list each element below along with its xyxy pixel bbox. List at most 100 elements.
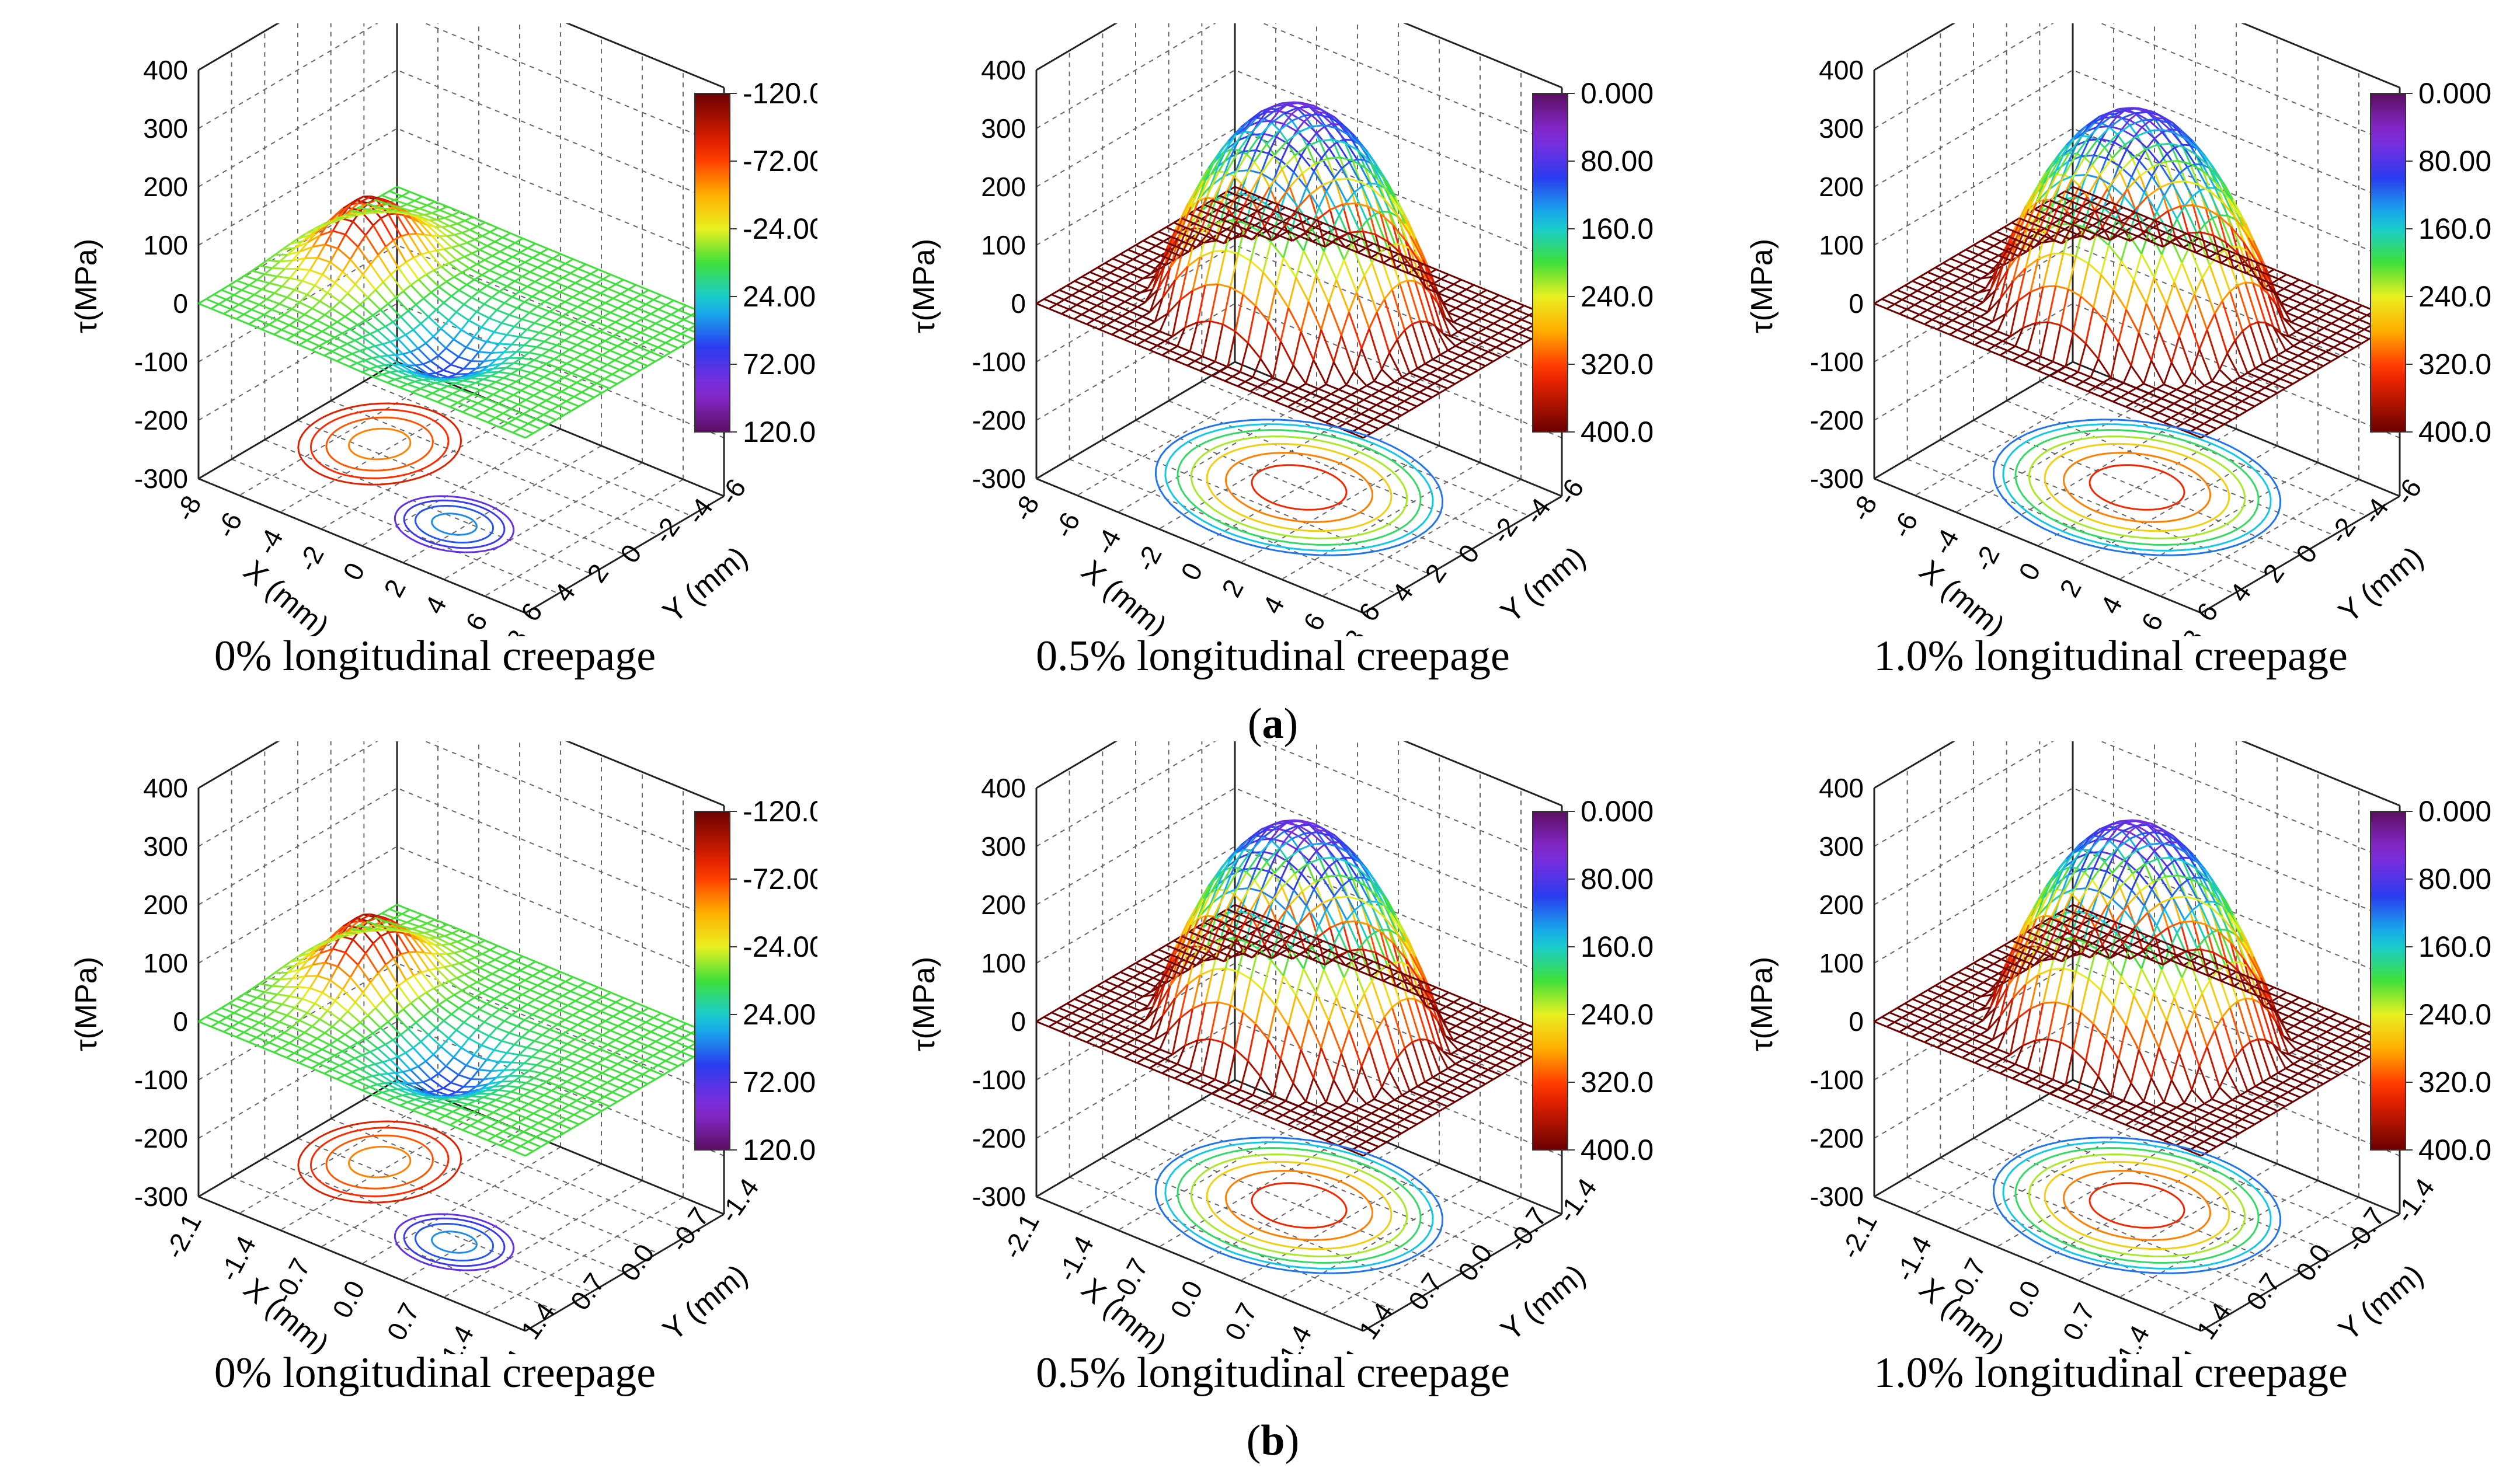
surface-line (535, 376, 545, 383)
surface-line (524, 301, 538, 308)
surface-line (493, 393, 506, 400)
surface-line (660, 332, 674, 340)
surface-line (1267, 320, 1282, 342)
surface-line (2002, 340, 2016, 347)
surface-line (548, 381, 557, 388)
surface-line (2119, 107, 2132, 110)
surface-line (1275, 396, 1284, 403)
surface-line (389, 190, 403, 197)
surface-line (1265, 377, 1274, 384)
surface-line (1285, 172, 1295, 193)
surface-line (1168, 250, 1182, 257)
surface-line (389, 1089, 403, 1096)
surface-line (2280, 333, 2294, 347)
surface-line (1929, 295, 1943, 302)
surface-line (1285, 382, 1299, 389)
surface-line (1273, 140, 1288, 156)
surface-line (514, 238, 524, 244)
surface-line (1287, 307, 1302, 332)
surface-line (565, 301, 578, 308)
surface-line (546, 358, 555, 365)
surface-line (2261, 396, 2271, 403)
surface-line (371, 1075, 385, 1084)
surface-line (2140, 392, 2149, 399)
surface-line (1272, 160, 1282, 181)
surface-line (357, 952, 367, 965)
surface-line (1874, 302, 1888, 310)
surface-line (662, 351, 671, 358)
surface-line (572, 291, 581, 298)
surface-line (2139, 107, 2153, 113)
surface-line (301, 325, 310, 332)
surface-line (2283, 283, 2292, 290)
surface-line (1068, 308, 1083, 316)
surface-line (296, 319, 310, 327)
surface-line (396, 186, 410, 193)
surface-line (604, 335, 613, 342)
surface-line (1278, 386, 1291, 394)
surface-line (615, 278, 624, 285)
surface-line (260, 323, 270, 330)
z-tick-label: -100 (134, 347, 188, 377)
surface-line (2253, 267, 2267, 275)
surface-line (2176, 388, 2190, 396)
surface-line (1495, 346, 1509, 354)
surface-line (323, 1072, 337, 1080)
surface-line (1983, 259, 1992, 266)
x-tick-label: -4 (1089, 524, 1127, 560)
contour-line (1224, 452, 1374, 523)
surface-line (377, 246, 387, 256)
surface-line (1377, 179, 1391, 196)
surface-line (486, 245, 500, 253)
surface-line (2263, 287, 2277, 294)
surface-line (1300, 411, 1314, 419)
surface-line (2163, 195, 2178, 219)
surface-line (1174, 359, 1188, 367)
surface-line (1366, 213, 1376, 221)
surface-line (1206, 228, 1220, 235)
surface-line (1356, 291, 1370, 329)
surface-line (276, 319, 290, 326)
surface-line (1186, 226, 1200, 234)
surface-line (2338, 351, 2347, 358)
surface-line (273, 285, 283, 294)
surface-line (2277, 354, 2291, 361)
grid-line (1996, 412, 2196, 530)
surface-line (1376, 298, 1386, 313)
surface-line (1470, 332, 1479, 338)
surface-line (2313, 341, 2322, 348)
surface-line (2167, 121, 2176, 134)
contour-line (2044, 442, 2230, 532)
surface-line (1902, 299, 1915, 306)
grid-line (1158, 412, 1358, 530)
surface-line (2126, 107, 2140, 110)
surface-line (2271, 283, 2285, 290)
surface-line (474, 336, 487, 343)
surface-line (1247, 149, 1257, 171)
surface-line (1048, 303, 1057, 310)
surface-line (1210, 152, 1225, 175)
surface-line (464, 934, 473, 940)
surface-line (556, 339, 565, 346)
surface-line (349, 324, 358, 330)
colorbar-tick-label: -72.00 (743, 145, 817, 177)
surface-line (2011, 222, 2025, 229)
surface-line (1114, 319, 1127, 327)
surface-line (1139, 330, 1153, 337)
surface-line (2169, 143, 2179, 162)
surface-line (505, 394, 514, 400)
surface-line (249, 997, 257, 1004)
surface-line (1281, 155, 1296, 170)
surface-line (2219, 215, 2234, 248)
surface-line (2202, 163, 2211, 170)
surface-line (1881, 294, 1890, 300)
surface-line (1216, 210, 1230, 241)
surface-line (519, 285, 528, 292)
surface-line (576, 344, 590, 351)
surface-line (1281, 101, 1294, 104)
surface-line (2090, 200, 2104, 208)
surface-line (1985, 245, 1995, 252)
surface-line (2310, 355, 2319, 362)
surface-line (206, 1016, 220, 1023)
surface-line (460, 1107, 474, 1113)
